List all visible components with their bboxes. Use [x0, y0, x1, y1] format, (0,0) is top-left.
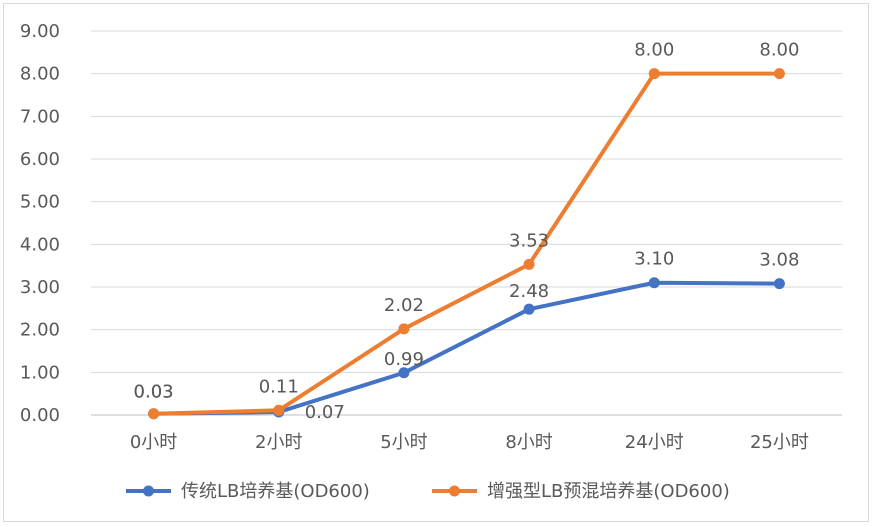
legend-label: 增强型LB预混培养基(OD600) [487, 481, 730, 502]
y-tick-label: 7.00 [20, 106, 60, 127]
data-point [523, 303, 535, 315]
data-point [648, 277, 660, 289]
x-tick-label: 5小时 [380, 432, 427, 453]
data-label: 0.11 [259, 376, 299, 397]
x-tick-label: 8小时 [505, 432, 552, 453]
legend: 传统LB培养基(OD600) 增强型LB预混培养基(OD600) [126, 481, 730, 502]
data-label: 0.07 [305, 402, 345, 423]
y-tick-label: 8.00 [20, 64, 60, 85]
series-line-0 [151, 280, 782, 416]
data-point [523, 258, 535, 270]
data-labels: 0.03 0.112.023.538.00 8.000.030.070.992.48… [134, 40, 800, 423]
y-tick-label: 9.00 [20, 21, 60, 42]
y-tick-label: 5.00 [20, 192, 60, 213]
data-label: 0.03 [134, 382, 174, 403]
legend-label: 传统LB培养基(OD600) [181, 481, 370, 502]
data-label: 8.00 [759, 40, 799, 61]
line-chart: 0.00 1.00 2.00 3.00 4.00 5.00 6.00 7.00 8.00 9.00… [20, 21, 842, 502]
series-lines [148, 68, 785, 420]
gridlines [91, 30, 842, 416]
x-axis-ticks: 0小时 2小时 5小时 8小时 24小时 25小时 [130, 432, 809, 453]
data-label: 3.10 [634, 249, 674, 270]
y-tick-label: 4.00 [20, 234, 60, 255]
data-point [273, 404, 285, 416]
y-tick-label: 6.00 [20, 149, 60, 170]
legend-swatch-marker [143, 485, 154, 497]
y-axis-ticks: 0.00 1.00 2.00 3.00 4.00 5.00 6.00 7.00 8.00 9.00 [20, 21, 60, 426]
data-point [398, 367, 410, 379]
data-label: 3.08 [759, 250, 799, 271]
data-label: 3.53 [509, 230, 549, 251]
data-label: 0.99 [384, 349, 424, 370]
y-tick-label: 2.00 [20, 320, 60, 341]
data-point [773, 278, 785, 290]
x-tick-label: 25小时 [750, 432, 809, 453]
x-tick-label: 0小时 [130, 432, 177, 453]
series-line-1 [151, 71, 782, 416]
data-point [148, 408, 160, 420]
data-label: 2.48 [509, 281, 549, 302]
y-tick-label: 1.00 [20, 362, 60, 383]
y-tick-label: 0.00 [20, 405, 60, 426]
legend-swatch-marker [449, 485, 460, 497]
chart-frame: 0.00 1.00 2.00 3.00 4.00 5.00 6.00 7.00 8.00 9.00… [3, 3, 869, 522]
data-label: 8.00 [634, 40, 674, 61]
data-point [773, 68, 785, 80]
x-tick-label: 24小时 [625, 432, 684, 453]
data-label: 0.03 [134, 382, 174, 403]
data-point [648, 68, 660, 80]
data-label: 2.02 [384, 295, 424, 316]
y-tick-label: 3.00 [20, 277, 60, 298]
x-tick-label: 2小时 [255, 432, 302, 453]
data-point [398, 323, 410, 335]
